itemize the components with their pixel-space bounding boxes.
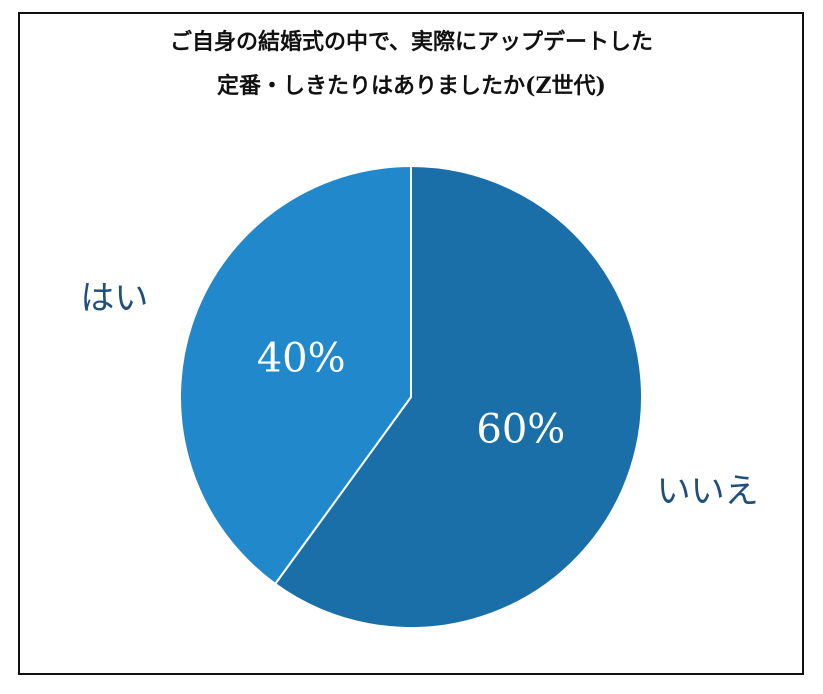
pie-category-label-1: いいえ: [657, 471, 759, 511]
pie-category-label-2: はい: [80, 279, 148, 319]
pie-slice-1: [273, 164, 643, 629]
pie-value-label-1: 60%: [476, 407, 565, 453]
chart-title-line-1: ご自身の結婚式の中で、実際にアップデートした: [169, 29, 654, 55]
pie-labels: 60% いいえ 40% はい: [80, 279, 758, 512]
chart-title-line-2: 定番・しきたりはありましたか(Z世代): [217, 73, 606, 99]
chart-title: ご自身の結婚式の中で、実際にアップデートした 定番・しきたりはありましたか(Z世…: [0, 20, 823, 108]
pie-value-label-2: 40%: [257, 335, 346, 381]
pie-slices: [179, 164, 643, 629]
pie-slice-2: [179, 164, 412, 586]
